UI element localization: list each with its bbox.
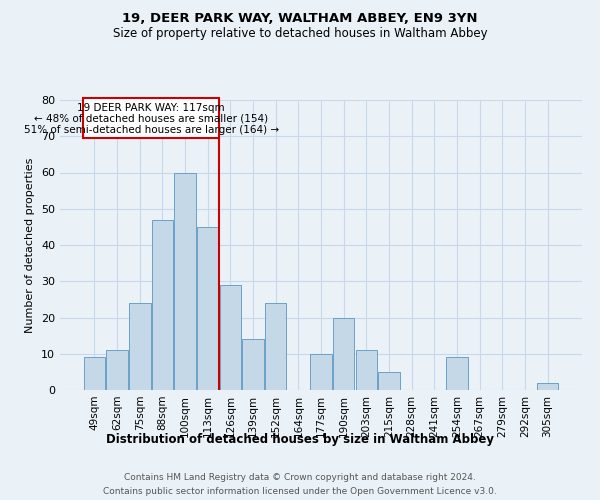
Bar	[333, 318, 355, 390]
FancyBboxPatch shape	[83, 98, 219, 138]
Bar	[152, 220, 173, 390]
Bar	[175, 172, 196, 390]
Text: 51% of semi-detached houses are larger (164) →: 51% of semi-detached houses are larger (…	[23, 124, 278, 134]
Bar	[106, 350, 128, 390]
Bar	[129, 303, 151, 390]
Bar	[356, 350, 377, 390]
Bar	[84, 358, 105, 390]
Text: Distribution of detached houses by size in Waltham Abbey: Distribution of detached houses by size …	[106, 432, 494, 446]
Text: 19 DEER PARK WAY: 117sqm: 19 DEER PARK WAY: 117sqm	[77, 103, 225, 113]
Bar	[242, 339, 264, 390]
Text: ← 48% of detached houses are smaller (154): ← 48% of detached houses are smaller (15…	[34, 114, 268, 124]
Bar	[265, 303, 286, 390]
Bar	[446, 358, 467, 390]
Bar	[378, 372, 400, 390]
Text: 19, DEER PARK WAY, WALTHAM ABBEY, EN9 3YN: 19, DEER PARK WAY, WALTHAM ABBEY, EN9 3Y…	[122, 12, 478, 26]
Bar	[220, 285, 241, 390]
Text: Size of property relative to detached houses in Waltham Abbey: Size of property relative to detached ho…	[113, 28, 487, 40]
Bar	[197, 227, 218, 390]
Bar	[537, 383, 558, 390]
Y-axis label: Number of detached properties: Number of detached properties	[25, 158, 35, 332]
Text: Contains HM Land Registry data © Crown copyright and database right 2024.: Contains HM Land Registry data © Crown c…	[124, 472, 476, 482]
Text: Contains public sector information licensed under the Open Government Licence v3: Contains public sector information licen…	[103, 488, 497, 496]
Bar	[310, 354, 332, 390]
